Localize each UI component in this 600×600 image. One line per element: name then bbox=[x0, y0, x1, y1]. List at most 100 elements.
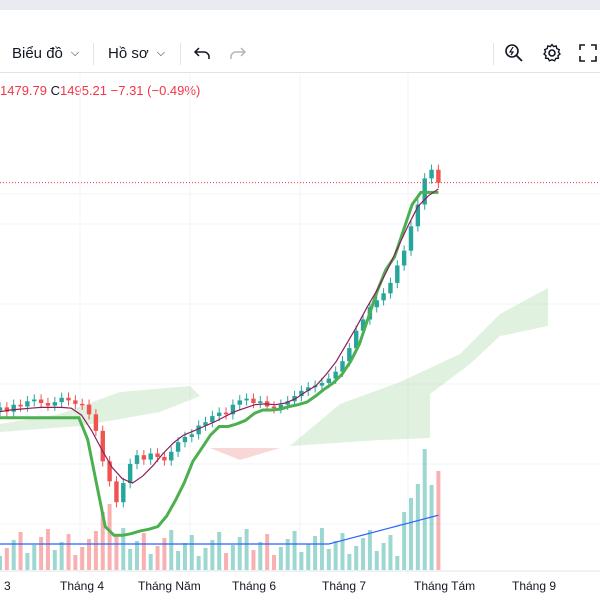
candle-body bbox=[73, 400, 78, 404]
legend-change: −7.31 bbox=[110, 83, 144, 98]
volume-bar bbox=[319, 528, 324, 570]
volume-bar bbox=[87, 539, 92, 570]
candle-body bbox=[4, 407, 10, 412]
candle-body bbox=[45, 403, 51, 406]
candle-body bbox=[162, 456, 167, 461]
candle-body bbox=[285, 401, 290, 405]
candle-body bbox=[127, 463, 133, 484]
chart-menu-button[interactable]: Biểu đồ ⌵ bbox=[12, 41, 79, 65]
candle-body bbox=[258, 401, 263, 403]
candle-body bbox=[374, 300, 379, 308]
price-chart[interactable]: 3 Tháng 4 Tháng Năm Tháng 6 Tháng 7 Tháng Tám… bbox=[0, 74, 600, 600]
candle-body bbox=[93, 414, 99, 431]
volume-bar bbox=[210, 540, 215, 570]
candle-body bbox=[0, 407, 3, 411]
cloud-band bbox=[0, 386, 200, 432]
candle-body bbox=[408, 226, 414, 251]
candle-body bbox=[203, 422, 208, 426]
ohlc-legend: 1479.79 C1495.21 −7.31 (−0.49%) bbox=[0, 83, 200, 98]
volume-bar bbox=[258, 542, 263, 570]
volume-bar bbox=[272, 555, 276, 570]
candle-body bbox=[333, 371, 338, 379]
volume-bar bbox=[155, 546, 160, 570]
profile-menu-label: Hồ sơ bbox=[108, 44, 149, 62]
candle-body bbox=[388, 282, 393, 294]
volume-bar bbox=[52, 550, 57, 570]
candle-body bbox=[18, 404, 23, 407]
candle-body bbox=[86, 404, 92, 415]
fullscreen-icon[interactable] bbox=[575, 40, 600, 66]
volume-bar bbox=[381, 543, 386, 570]
time-axis: 3 Tháng 4 Tháng Năm Tháng 6 Tháng 7 Tháng Tám… bbox=[0, 570, 600, 593]
volume-bar bbox=[121, 528, 126, 570]
volume-bar bbox=[347, 554, 352, 570]
volume-bar bbox=[11, 540, 16, 570]
volume-bar bbox=[374, 551, 379, 570]
volume-bar bbox=[45, 529, 50, 570]
candle-body bbox=[141, 455, 147, 460]
volume-bar bbox=[182, 543, 187, 570]
legend-close-value: 1495.21 bbox=[60, 83, 108, 98]
candle-body bbox=[121, 483, 126, 503]
volume-bar bbox=[73, 555, 78, 570]
volume-bar bbox=[354, 546, 359, 570]
volume-bar bbox=[299, 552, 304, 570]
candle-body bbox=[278, 404, 284, 409]
redo-icon[interactable] bbox=[225, 40, 251, 66]
profile-menu-button[interactable]: Hồ sơ ⌵ bbox=[108, 41, 165, 65]
candle-body bbox=[134, 455, 140, 464]
candle-body bbox=[100, 430, 105, 462]
volume-bar bbox=[436, 471, 441, 570]
candle-body bbox=[360, 319, 366, 331]
volume-bar bbox=[251, 550, 256, 570]
quick-search-icon[interactable] bbox=[501, 40, 527, 66]
toolbar-divider bbox=[493, 43, 494, 65]
cloud-band bbox=[290, 288, 548, 446]
volume-bar bbox=[395, 556, 400, 570]
legend-change-percent: (−0.49%) bbox=[147, 83, 201, 98]
candle-body bbox=[148, 453, 153, 460]
volume-bar bbox=[0, 556, 2, 570]
candle-body bbox=[196, 425, 201, 435]
time-axis-label: Tháng 6 bbox=[232, 579, 276, 593]
candlesticks bbox=[0, 164, 441, 508]
chart-toolbar: Biểu đồ ⌵ Hồ sơ ⌵ bbox=[0, 34, 600, 73]
volume-bar bbox=[80, 547, 85, 570]
legend-low-value: 1479.79 bbox=[0, 83, 47, 98]
cloud-band-bear bbox=[210, 448, 280, 460]
kijun-line bbox=[0, 190, 439, 537]
ichimoku-cloud bbox=[0, 288, 548, 460]
settings-icon[interactable] bbox=[539, 40, 565, 66]
candle-body bbox=[244, 398, 249, 401]
volume-bar bbox=[203, 548, 208, 570]
volume-bar bbox=[114, 536, 119, 570]
legend-close-key: C bbox=[50, 83, 61, 98]
volume-bar bbox=[169, 530, 174, 570]
volume-bar bbox=[429, 485, 434, 570]
volume-bar bbox=[422, 449, 427, 570]
volume-bar bbox=[230, 545, 235, 570]
volume-bar bbox=[135, 541, 139, 570]
volume-bar bbox=[148, 554, 153, 570]
candle-body bbox=[38, 399, 44, 403]
chart-grid bbox=[0, 74, 600, 574]
undo-icon[interactable] bbox=[189, 40, 215, 66]
candle-body bbox=[415, 204, 421, 227]
volume-bar bbox=[367, 530, 372, 570]
candle-body bbox=[66, 397, 71, 401]
time-axis-label: 3 bbox=[4, 579, 11, 593]
candle-body bbox=[319, 382, 325, 386]
volume-bar bbox=[388, 535, 393, 570]
volume-bar bbox=[4, 548, 9, 570]
volume-bar bbox=[292, 531, 297, 570]
volume-bar bbox=[361, 538, 366, 570]
chevron-down-icon: ⌵ bbox=[70, 46, 80, 59]
candle-body bbox=[182, 436, 188, 443]
candle-body bbox=[395, 265, 400, 283]
candle-body bbox=[251, 398, 256, 403]
volume-bar bbox=[224, 553, 229, 570]
candle-body bbox=[107, 461, 112, 482]
time-axis-label: Tháng 4 bbox=[60, 579, 104, 593]
candle-body bbox=[169, 451, 174, 461]
volume-bar bbox=[66, 534, 71, 570]
